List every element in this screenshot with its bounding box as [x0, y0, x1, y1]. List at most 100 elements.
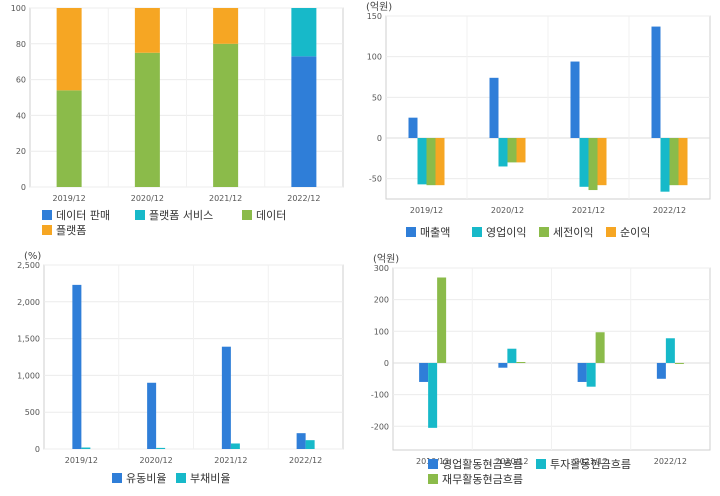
x-tick-label: 2020/12 — [131, 194, 164, 203]
y-tick-label: 1,500 — [17, 335, 40, 344]
x-tick-label: 2021/12 — [575, 457, 608, 466]
y-tick-label: 0 — [377, 134, 382, 143]
income-chart: -50 0 50 100 150 2019/12 2020/12 2021/12 2022/12… — [366, 1, 711, 239]
bar — [147, 382, 157, 449]
legend-label: 순이익 — [620, 226, 650, 239]
unit-label: (억원) — [366, 1, 392, 13]
legend-label: 매출액 — [420, 226, 450, 239]
y-tick-label: -200 — [371, 422, 389, 431]
x-tick-label: 2022/12 — [289, 456, 322, 465]
bar — [489, 77, 499, 138]
bar — [588, 138, 598, 191]
bar — [221, 346, 231, 449]
x-tick-label: 2019/12 — [53, 194, 86, 203]
legend-label: 영업이익 — [486, 226, 526, 239]
y-tick-label: 50 — [372, 93, 382, 102]
x-tick-label: 2021/12 — [209, 194, 242, 203]
x-tick-label: 2021/12 — [572, 206, 605, 215]
bar — [597, 138, 607, 186]
legend-swatch — [428, 474, 438, 484]
legend-label: 플랫폼 서비스 — [149, 209, 213, 222]
x-tick-label: 2021/12 — [214, 456, 247, 465]
bar — [507, 138, 517, 163]
bar — [669, 138, 679, 186]
legend-label: 세전이익 — [553, 226, 593, 239]
bar — [296, 433, 306, 449]
y-tick-label: 100 — [11, 4, 26, 13]
bar — [570, 61, 580, 139]
bar — [586, 362, 596, 387]
bar — [417, 138, 427, 185]
bar — [56, 8, 82, 91]
y-tick-label: -100 — [371, 391, 389, 400]
legend-swatch — [536, 459, 546, 469]
legend-swatch — [176, 473, 186, 483]
legend-swatch — [112, 473, 122, 483]
bar — [660, 138, 670, 192]
bar — [595, 332, 605, 363]
legend-label: 부채비율 — [190, 472, 230, 485]
y-tick-label: 40 — [16, 111, 26, 120]
y-tick-label: 0 — [35, 445, 40, 454]
bar — [408, 117, 418, 138]
bar — [134, 8, 160, 53]
x-tick-label: 2020/12 — [140, 456, 173, 465]
bar — [72, 284, 82, 449]
bar — [81, 447, 91, 449]
bar — [419, 362, 429, 382]
y-tick-label: 2,500 — [17, 261, 40, 270]
y-tick-label: 100 — [367, 53, 382, 62]
y-tick-label: 150 — [367, 12, 382, 21]
bar — [516, 362, 526, 364]
legend-label: 유동비율 — [126, 472, 166, 485]
product-mix-chart: 0 20 40 60 80 100 2019/12 2020/12 2021/12 2022/12… — [11, 4, 344, 237]
x-tick-label: 2022/12 — [653, 206, 686, 215]
legend-swatch — [406, 227, 416, 237]
y-tick-label: 500 — [25, 408, 40, 417]
legend-label: 재무활동현금흐름 — [442, 472, 523, 486]
bar — [291, 8, 317, 57]
y-tick-label: 60 — [16, 76, 26, 85]
legend-swatch — [42, 210, 52, 220]
x-tick-label: 2019/12 — [65, 456, 98, 465]
legend-swatch — [472, 227, 482, 237]
bar — [678, 138, 688, 186]
legend-swatch — [135, 210, 145, 220]
liquidity-ratio-chart: 0 500 1,000 1,500 2,000 2,500 2019/12 2020/12 20… — [17, 251, 344, 485]
legend-swatch — [242, 210, 252, 220]
bar — [291, 56, 317, 187]
bar — [656, 362, 666, 379]
unit-label: (억원) — [373, 253, 399, 265]
y-tick-label: 100 — [374, 327, 389, 336]
x-tick-label: 2020/12 — [495, 457, 528, 466]
bar — [665, 338, 675, 363]
x-tick-label: 2022/12 — [654, 457, 687, 466]
y-tick-label: 20 — [16, 147, 26, 156]
bar — [579, 138, 589, 187]
legend-label: 데이터 — [256, 209, 286, 222]
y-tick-label: 2,000 — [17, 298, 40, 307]
x-tick-label: 2020/12 — [491, 206, 524, 215]
y-tick-label: 200 — [374, 296, 389, 305]
unit-label: (%) — [24, 251, 41, 262]
legend-swatch — [428, 459, 438, 469]
bar — [426, 138, 436, 186]
legend-swatch — [42, 225, 52, 235]
bar — [651, 26, 661, 138]
y-tick-label: 80 — [16, 40, 26, 49]
bar — [498, 362, 508, 368]
bar — [437, 277, 447, 363]
bar — [230, 443, 240, 449]
bar — [428, 362, 438, 428]
bar — [134, 52, 160, 187]
legend-swatch — [539, 227, 549, 237]
bar — [156, 447, 166, 449]
bar — [435, 138, 445, 186]
y-tick-label: -50 — [369, 175, 382, 184]
y-tick-label: 300 — [374, 264, 389, 273]
legend-label: 투자활동현금흐름 — [550, 457, 631, 471]
bar — [56, 90, 82, 187]
legend-swatch — [606, 227, 616, 237]
cash-flow-chart: -200-10001002003002019/122020/122021/122… — [371, 253, 711, 486]
